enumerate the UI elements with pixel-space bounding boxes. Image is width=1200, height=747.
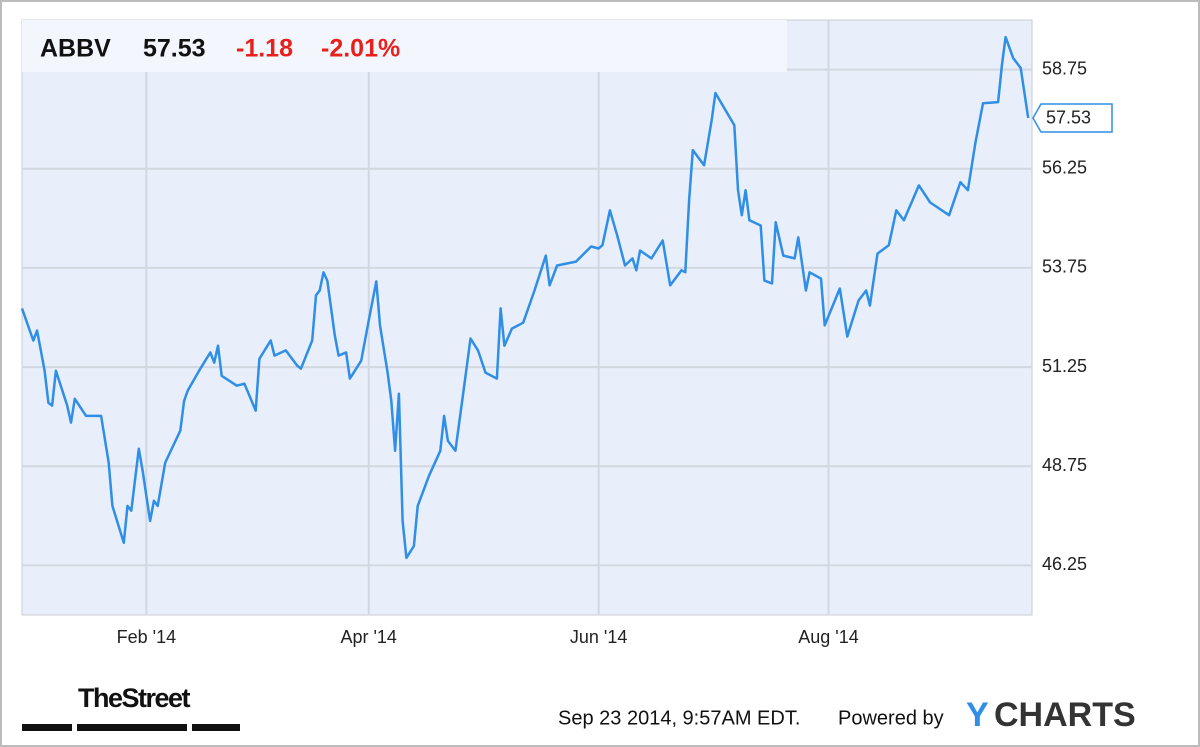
timestamp: Sep 23 2014, 9:57AM EDT. — [558, 707, 800, 729]
header-band — [22, 20, 787, 72]
powered-by: Powered by — [838, 707, 944, 729]
y-tick-label: 51.25 — [1042, 356, 1087, 376]
y-tick-label: 48.75 — [1042, 455, 1087, 475]
y-tick-label: 58.75 — [1042, 58, 1087, 78]
ticker: ABBV — [40, 35, 111, 63]
ycharts-y: Y — [966, 696, 989, 734]
price-line — [20, 35, 1030, 560]
x-tick-label: Aug '14 — [798, 627, 859, 647]
y-tick-label: 46.25 — [1042, 554, 1087, 574]
ycharts-rest: CHARTS — [994, 696, 1136, 734]
y-tick-label: 53.75 — [1042, 257, 1087, 277]
last-price-label: 57.53 — [1046, 108, 1091, 128]
price: 57.53 — [143, 35, 206, 63]
thestreet-bars — [22, 724, 240, 731]
logo-bar — [22, 724, 72, 731]
plot-area — [21, 19, 1033, 616]
last-price-callout — [1032, 103, 1113, 133]
y-tick-label: 56.25 — [1042, 158, 1087, 178]
thestreet-logo: TheStreet — [78, 683, 191, 713]
x-tick-label: Apr '14 — [340, 627, 396, 647]
logo-bar — [192, 724, 240, 731]
x-tick-label: Jun '14 — [570, 627, 627, 647]
change: -1.18 — [236, 35, 293, 63]
logo-bar — [77, 724, 187, 731]
change-percent: -2.01% — [321, 35, 400, 63]
x-tick-label: Feb '14 — [117, 627, 176, 647]
